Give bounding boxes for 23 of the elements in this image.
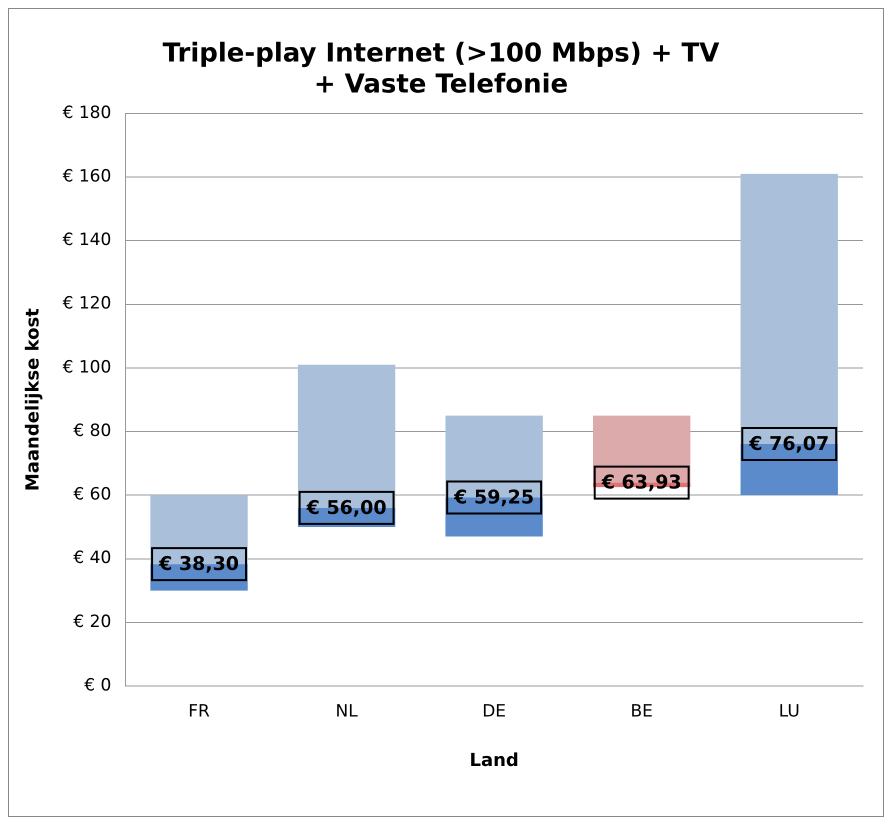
- x-tick-label: LU: [778, 702, 800, 722]
- y-tick-label: € 60: [73, 484, 112, 505]
- x-tick-label: BE: [630, 702, 653, 722]
- y-tick-label: € 0: [84, 675, 112, 696]
- y-axis-title: Maandelijkse kost: [22, 308, 44, 492]
- y-tick-label: € 140: [62, 230, 112, 250]
- annotation: € 76,07: [748, 432, 830, 455]
- x-tick-label: NL: [335, 702, 358, 722]
- y-tick-label: € 120: [62, 294, 112, 314]
- chart-title: Triple-play Internet (>100 Mbps) + TV + Vaste Telefonie: [162, 38, 720, 100]
- y-tick-label: € 20: [73, 612, 112, 632]
- y-tick-label: € 180: [62, 102, 112, 123]
- x-tick-label: DE: [482, 702, 506, 722]
- annotation: € 59,25: [453, 486, 534, 508]
- y-tick-label: € 100: [62, 357, 112, 378]
- y-tick-label: € 40: [73, 548, 112, 568]
- y-tick-label: € 160: [62, 166, 112, 186]
- x-tick-label: FR: [188, 702, 210, 722]
- x-axis-title: Land: [469, 750, 519, 771]
- annotation: € 63,93: [600, 472, 682, 494]
- y-tick-label: € 80: [73, 420, 112, 441]
- annotation: € 56,00: [306, 496, 387, 519]
- annotation: € 38,30: [158, 553, 240, 576]
